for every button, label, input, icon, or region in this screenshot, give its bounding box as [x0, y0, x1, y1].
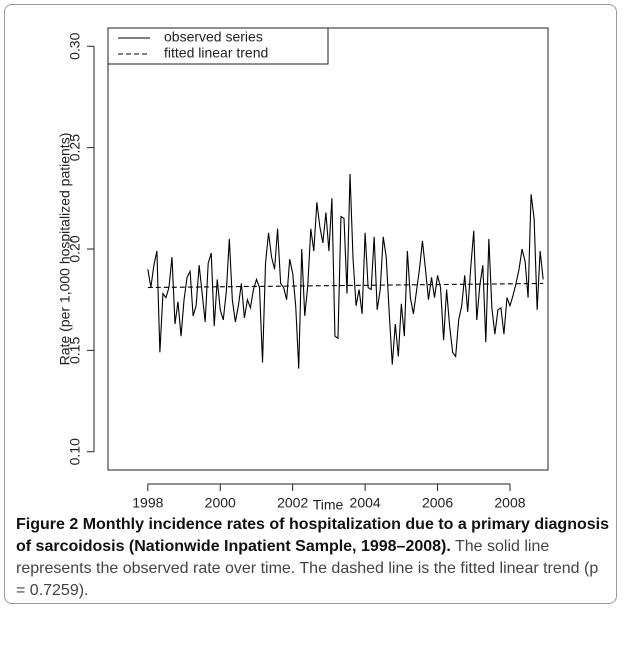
legend-label: fitted linear trend	[164, 45, 268, 61]
chart: Time Rate (per 1,000 hospitalized patien…	[57, 27, 549, 510]
x-axis-title: Time	[313, 497, 344, 510]
x-tick-label: 2000	[205, 495, 236, 510]
caption-text: The solid line represents the observed r…	[16, 538, 599, 599]
plot-frame	[107, 27, 549, 471]
legend-box	[107, 27, 329, 65]
y-tick-label: 0.30	[67, 32, 83, 59]
y-axis-title: Rate (per 1,000 hospitalized patients)	[57, 133, 73, 366]
y-tick-label: 0.25	[67, 134, 83, 161]
y-tick-label: 0.15	[67, 337, 83, 364]
figure-frame	[4, 4, 617, 604]
x-tick-label: 1998	[132, 495, 163, 510]
legend-label: observed series	[164, 29, 263, 45]
series-line	[147, 282, 544, 289]
caption-label: Figure 2	[16, 516, 79, 533]
y-tick-label: 0.20	[67, 235, 83, 262]
caption: Figure 2 Monthly incidence rates of hosp…	[16, 514, 612, 602]
y-tick-label: 0.10	[67, 438, 83, 465]
caption-title: Monthly incidence rates of hospitalizati…	[16, 516, 609, 555]
series-line	[147, 173, 544, 369]
x-tick-label: 2004	[350, 495, 381, 510]
x-tick-label: 2006	[422, 495, 453, 510]
x-tick-label: 2008	[494, 495, 525, 510]
x-tick-label: 2002	[277, 495, 308, 510]
